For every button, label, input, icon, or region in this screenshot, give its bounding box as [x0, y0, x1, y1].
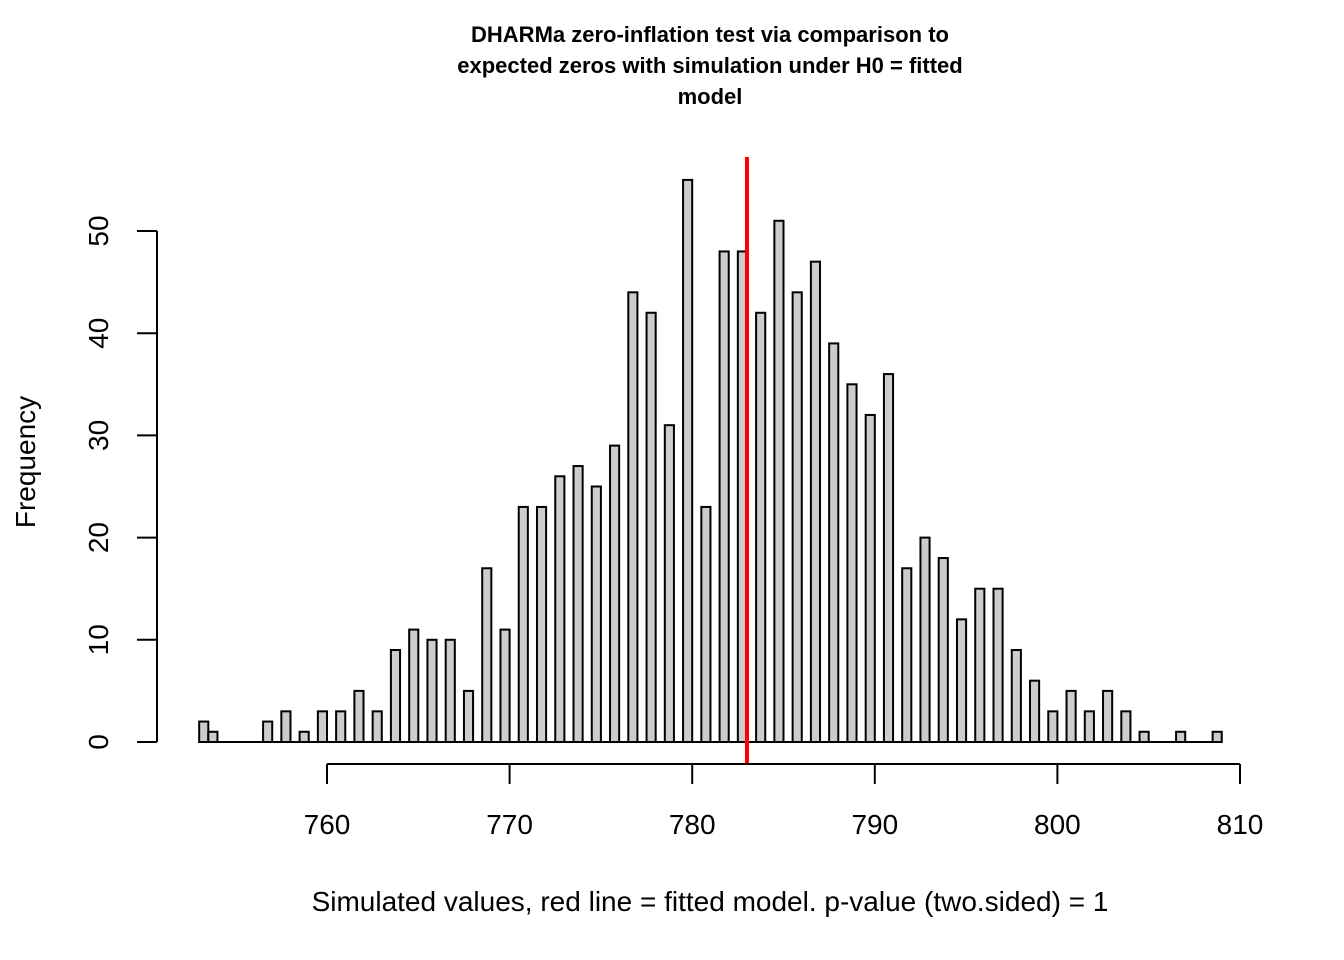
histogram-bar — [1029, 679, 1041, 743]
histogram-bar — [426, 638, 438, 743]
x-tick-label: 760 — [304, 809, 351, 840]
histogram-bar — [1138, 730, 1150, 744]
y-axis-label: Frequency — [10, 396, 41, 528]
histogram-bar — [974, 587, 986, 744]
x-tick-label: 770 — [486, 809, 533, 840]
histogram-bar — [864, 413, 876, 743]
histogram-bar — [919, 536, 931, 743]
histogram-bar — [1211, 730, 1223, 744]
histogram-bar — [828, 342, 840, 743]
histogram-bar — [645, 311, 657, 743]
title-line-1: DHARMa zero-inflation test via compariso… — [471, 22, 949, 47]
y-tick-label: 50 — [83, 215, 114, 246]
histogram-bar — [1047, 710, 1059, 744]
y-tick-label: 10 — [83, 624, 114, 655]
histogram-bar — [444, 638, 456, 743]
x-axis-label: Simulated values, red line = fitted mode… — [312, 886, 1109, 917]
histogram-bar — [335, 710, 347, 744]
y-tick-label: 0 — [83, 734, 114, 750]
histogram-bar — [462, 689, 475, 744]
histogram-bar — [1120, 710, 1132, 744]
histogram-bar — [408, 628, 420, 744]
x-tick-label: 780 — [669, 809, 716, 840]
histogram-bar — [198, 720, 210, 743]
histogram-bar — [316, 710, 328, 744]
title-line-2: expected zeros with simulation under H0 … — [457, 53, 962, 78]
histogram-bar — [554, 475, 566, 743]
histogram-bar — [590, 485, 602, 743]
x-tick-label: 790 — [851, 809, 898, 840]
bars-group — [198, 178, 1223, 744]
histogram-bar — [663, 424, 675, 743]
y-tick-label: 30 — [83, 420, 114, 451]
y-tick-label: 20 — [83, 522, 114, 553]
histogram-bar — [1102, 689, 1114, 744]
histogram-bar — [1175, 730, 1187, 744]
y-axis: 0 10 20 30 40 50 — [83, 215, 158, 750]
histogram-bar — [353, 689, 365, 744]
histogram-bar — [755, 311, 767, 743]
histogram-bar — [627, 291, 639, 743]
histogram-bar — [207, 730, 219, 744]
histogram-bar — [937, 557, 949, 743]
histogram-bar — [992, 587, 1004, 744]
histogram-bar — [298, 730, 310, 744]
histogram-bar — [572, 465, 584, 743]
histogram-bar — [481, 567, 493, 744]
histogram-bar — [371, 710, 383, 744]
histogram-bar — [609, 444, 621, 743]
x-axis: 760 770 780 790 800 810 — [304, 763, 1264, 840]
histogram-bar — [1010, 649, 1022, 744]
histogram-bar — [262, 720, 274, 743]
histogram-bar — [700, 505, 712, 743]
chart-title: DHARMa zero-inflation test via compariso… — [457, 22, 962, 109]
histogram-bar — [517, 505, 529, 743]
histogram-bar — [1065, 689, 1077, 744]
title-line-3: model — [678, 84, 743, 109]
histogram-bar — [791, 291, 803, 743]
histogram-bar — [882, 373, 895, 743]
histogram-bar — [901, 567, 913, 744]
histogram-bar — [535, 505, 548, 743]
histogram-bar — [846, 383, 858, 743]
histogram-bar — [955, 618, 968, 743]
x-tick-label: 810 — [1217, 809, 1264, 840]
histogram-bar — [773, 219, 785, 743]
y-tick-label: 40 — [83, 318, 114, 349]
histogram-bar — [280, 710, 292, 744]
histogram-bar — [809, 260, 822, 743]
histogram-bar — [718, 250, 730, 743]
histogram-bar — [682, 178, 694, 743]
histogram-bar — [389, 649, 402, 744]
histogram-bar — [1083, 710, 1095, 744]
histogram-bar — [499, 628, 511, 744]
x-tick-label: 800 — [1034, 809, 1081, 840]
